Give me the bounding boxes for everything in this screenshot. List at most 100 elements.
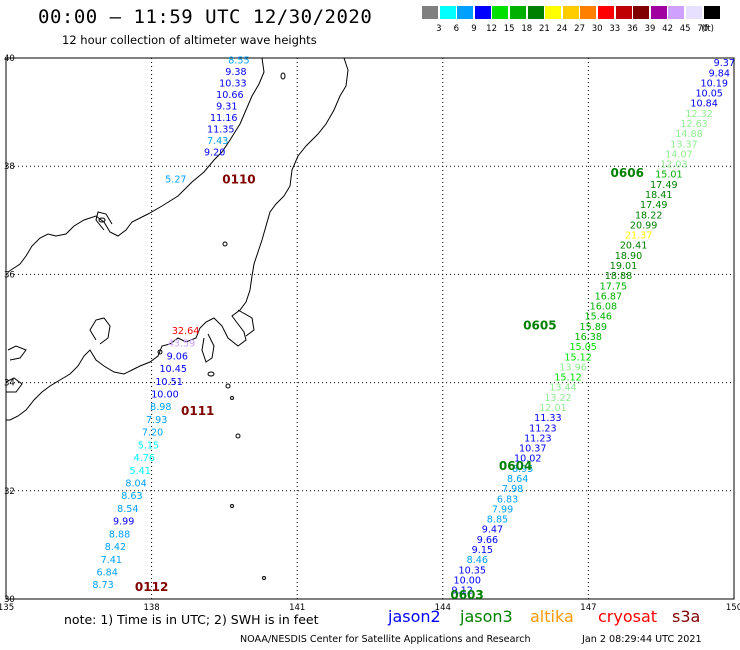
wave-height-value: 12.01 — [539, 403, 566, 414]
wave-height-value: 9.84 — [709, 68, 730, 79]
lat-tick-label: 30 — [4, 595, 15, 605]
wave-height-value: 19.01 — [610, 261, 637, 272]
wave-height-value: 5.15 — [138, 440, 159, 451]
wave-height-value: 10.37 — [519, 444, 546, 455]
wave-height-value: 8.73 — [92, 580, 113, 591]
noto-peninsula — [95, 211, 113, 231]
wave-height-value: 7.20 — [142, 428, 163, 439]
pass-time-labels: 0110 0111 0112 0606 0605 0604 0603 — [135, 166, 644, 602]
izu-island-2 — [225, 383, 231, 389]
altimeter-tracks: 8.559.3810.3310.669.3111.1611.357.439.20… — [92, 55, 735, 596]
lat-tick-label: 36 — [4, 270, 15, 280]
wave-height-value: 7.93 — [146, 415, 167, 426]
color-swatch — [510, 6, 526, 19]
wave-height-value: 20.41 — [620, 241, 647, 252]
sado-island — [280, 72, 286, 80]
legend-cryosat: cryosat — [598, 607, 658, 626]
wave-height-value: 13.44 — [549, 383, 576, 394]
kii-peninsula — [89, 317, 111, 345]
wave-height-value: 16.87 — [595, 291, 622, 302]
legend-jason2: jason2 — [388, 607, 441, 626]
lat-lon-grid — [6, 58, 734, 599]
wave-height-value: 8.85 — [487, 515, 508, 526]
wave-height-value: 10.33 — [219, 78, 246, 89]
shikoku-coast — [5, 377, 23, 393]
aogashima-island — [262, 576, 266, 580]
wave-height-value: 14.07 — [665, 149, 692, 160]
lon-tick-label: 144 — [435, 603, 451, 613]
wave-height-value: 7.43 — [207, 136, 228, 147]
wave-height-value: 8.54 — [117, 504, 138, 515]
legend-jason3: jason3 — [460, 607, 513, 626]
wave-height-value: 20.99 — [630, 220, 657, 231]
color-scale-label: 24 — [556, 24, 568, 34]
color-swatch — [668, 6, 685, 19]
wave-height-value: 14.88 — [675, 129, 702, 140]
wave-height-value: 15.46 — [585, 312, 612, 323]
wave-height-value: 10.84 — [690, 99, 717, 110]
map-subtitle: 12 hour collection of altimeter wave hei… — [62, 33, 317, 47]
wave-height-value: 43.59 — [168, 339, 195, 350]
wave-height-value: 13.22 — [544, 393, 571, 404]
izu-island-4 — [235, 433, 241, 439]
color-swatch — [580, 6, 597, 19]
west-inlet — [7, 345, 27, 361]
wave-height-value: 10.02 — [514, 454, 541, 465]
izu-peninsula — [201, 333, 215, 363]
izu-island-3 — [230, 396, 234, 400]
lat-tick-label: 40 — [4, 54, 15, 64]
wave-height-value: 11.33 — [534, 413, 561, 424]
color-swatch — [457, 6, 474, 19]
wave-height-value: 12.03 — [660, 160, 687, 171]
wave-height-value: 9.31 — [216, 101, 237, 112]
lon-tick-label: 147 — [580, 603, 596, 613]
lon-tick-label: 138 — [143, 603, 159, 613]
wave-height-value: 11.35 — [207, 124, 234, 135]
wave-height-value: 9.99 — [113, 517, 134, 528]
wave-height-value: 8.88 — [109, 529, 130, 540]
wave-height-value: 8.42 — [105, 542, 126, 553]
wave-height-value: 9.12 — [452, 586, 473, 597]
boso-peninsula — [237, 309, 255, 337]
credit-line: NOAA/NESDIS Center for Satellite Applica… — [240, 634, 531, 645]
pass-time-label: 0112 — [135, 580, 168, 594]
generated-timestamp: Jan 2 08:29:44 UTC 2021 — [582, 634, 702, 645]
wave-height-value: 18.41 — [645, 190, 672, 201]
wave-height-value: 9.15 — [472, 545, 493, 556]
wave-height-value: 9.37 — [714, 58, 735, 69]
wave-height-value: 17.49 — [640, 200, 667, 211]
map-frame — [5, 57, 735, 600]
legend-altika: altika — [530, 607, 574, 626]
color-scale-label: 33 — [609, 24, 621, 34]
color-scale-label: 21 — [538, 24, 550, 34]
map-title: 00:00 – 11:59 UTC 12/30/2020 — [38, 6, 373, 28]
color-swatch — [598, 6, 614, 19]
lat-tick-label: 32 — [4, 487, 15, 497]
wave-height-value: 12.63 — [680, 119, 707, 130]
color-swatch — [562, 6, 579, 19]
wave-height-value: 9.47 — [482, 525, 503, 536]
pass-time-label: 0603 — [450, 588, 483, 602]
wave-height-value: 7.41 — [101, 555, 122, 566]
lat-tick-label: 38 — [4, 162, 15, 172]
japan-coastline — [5, 57, 349, 421]
wave-height-value: 9.38 — [225, 67, 246, 78]
wave-height-value: 8.63 — [121, 491, 142, 502]
wave-height-value: 17.75 — [600, 281, 627, 292]
oki-island — [222, 241, 228, 247]
wave-height-value: 13.96 — [559, 362, 586, 373]
wave-height-value: 15.01 — [655, 170, 682, 181]
color-scale-label: 27 — [574, 24, 585, 34]
color-scale-label: 42 — [662, 24, 673, 34]
wave-height-value: 15.05 — [569, 342, 596, 353]
pass-time-label: 0605 — [523, 319, 556, 333]
wave-height-value: 16.08 — [590, 302, 617, 313]
color-scale-label: 30 — [591, 24, 603, 34]
pass-time-label: 0110 — [222, 173, 255, 187]
lon-tick-label: 141 — [289, 603, 305, 613]
wave-height-value: 15.12 — [564, 352, 591, 363]
wave-height-value: 9.06 — [167, 351, 188, 362]
wave-height-value: 17.49 — [650, 180, 677, 191]
small-islet — [157, 349, 163, 355]
